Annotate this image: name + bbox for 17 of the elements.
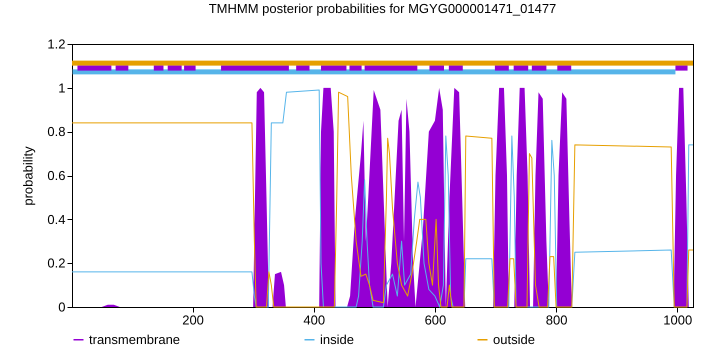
y-tick-label: 1 bbox=[58, 80, 66, 96]
y-tick-label: 0.4 bbox=[47, 212, 66, 227]
legend-label: transmembrane bbox=[89, 332, 180, 347]
x-tick-label: 200 bbox=[182, 312, 204, 328]
chart-title: TMHMM posterior probabilities for MGYG000001471_01477 bbox=[208, 1, 556, 16]
y-tick-label: 0.6 bbox=[47, 168, 66, 183]
x-tick-label: 600 bbox=[424, 312, 446, 328]
y-axis-title: probability bbox=[20, 146, 36, 206]
legend-label: inside bbox=[320, 332, 354, 347]
legend-label: outside bbox=[493, 332, 535, 347]
x-tick-label: 400 bbox=[303, 312, 326, 328]
x-tick-label: 1000 bbox=[663, 312, 692, 328]
y-tick-label: 1.2 bbox=[47, 36, 66, 52]
x-tick-label: 800 bbox=[546, 312, 568, 328]
y-tick-label: 0 bbox=[58, 300, 66, 314]
y-tick-label: 0.2 bbox=[47, 256, 66, 271]
y-tick-label: 0.8 bbox=[47, 124, 66, 140]
